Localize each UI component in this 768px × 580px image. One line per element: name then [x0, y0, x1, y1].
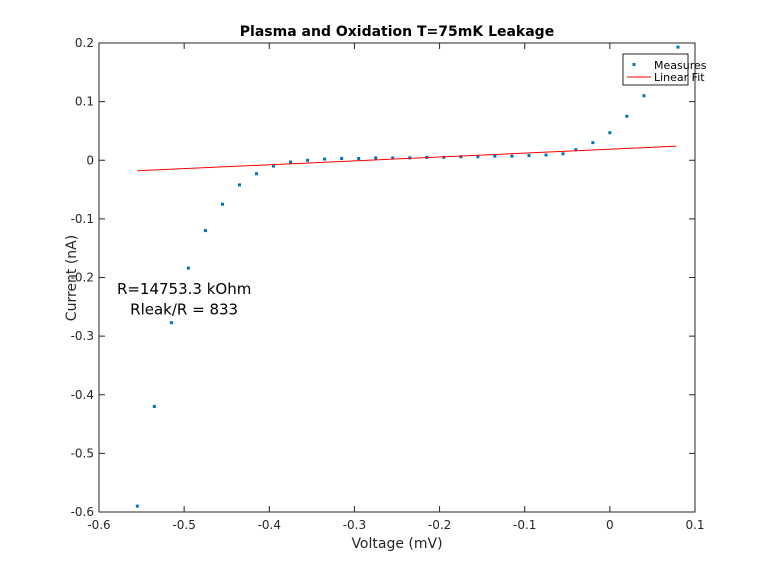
data-point	[391, 156, 395, 160]
data-point	[608, 131, 612, 135]
y-tick-label: -0.2	[71, 271, 94, 285]
data-point	[289, 160, 293, 164]
x-tick-label: -0.4	[258, 518, 281, 532]
data-point	[374, 156, 378, 160]
legend-label-measures: Measures	[654, 59, 707, 72]
data-point	[591, 141, 595, 145]
x-tick-label: -0.6	[87, 518, 110, 532]
data-point	[357, 156, 361, 160]
annotation-text: Rleak/R = 833	[130, 300, 238, 318]
x-tick-labels: -0.6 -0.5 -0.4 -0.3 -0.2 -0.1 0 0.1	[87, 518, 704, 532]
y-tick-label: 0.2	[75, 36, 94, 50]
data-point	[544, 153, 548, 157]
data-point	[272, 164, 276, 168]
y-tick-label: -0.1	[71, 212, 94, 226]
x-tick-label: -0.2	[428, 518, 451, 532]
data-point	[574, 148, 578, 152]
data-point	[323, 157, 327, 161]
data-point	[527, 154, 531, 158]
y-tick-label: -0.4	[71, 388, 94, 402]
plot-area	[98, 42, 696, 513]
y-tick-label: -0.5	[71, 446, 94, 460]
y-tick-label: -0.3	[71, 329, 94, 343]
y-tick-label: 0.1	[75, 95, 94, 109]
data-point	[459, 155, 463, 159]
data-point	[442, 155, 446, 159]
chart-title: Plasma and Oxidation T=75mK Leakage	[240, 24, 554, 40]
y-axis-label: Current (nA)	[64, 235, 80, 321]
legend-label-linear-fit: Linear Fit	[654, 71, 705, 84]
data-point	[152, 404, 156, 408]
annotations: R=14753.3 kOhm Rleak/R = 833	[117, 280, 251, 319]
x-tick-label: 0	[606, 518, 614, 532]
data-point	[186, 266, 190, 270]
data-point	[676, 45, 680, 49]
data-point	[642, 94, 646, 98]
data-point	[510, 154, 514, 158]
data-point	[306, 158, 310, 162]
data-point	[476, 155, 480, 159]
linear-fit-line	[137, 145, 677, 172]
data-point	[625, 114, 629, 118]
legend-marker-measures	[632, 63, 636, 66]
x-axis-label: Voltage (mV)	[351, 536, 442, 552]
annotation-text: R=14753.3 kOhm	[117, 280, 251, 298]
legend: Measures Linear Fit	[622, 53, 707, 86]
data-point	[255, 172, 259, 176]
x-tick-label: -0.5	[172, 518, 195, 532]
tick-group	[98, 42, 696, 513]
y-tick-label: -0.6	[71, 505, 94, 519]
x-tick-label: -0.3	[343, 518, 366, 532]
data-point	[203, 229, 207, 233]
data-point	[135, 504, 139, 508]
series-layer	[135, 45, 680, 508]
legend-box	[622, 53, 689, 86]
y-tick-label: 0	[86, 153, 94, 167]
data-point	[493, 154, 497, 158]
data-point	[169, 321, 173, 325]
data-point	[561, 152, 565, 156]
data-point	[220, 202, 224, 206]
x-tick-label: -0.1	[513, 518, 536, 532]
data-point	[237, 183, 241, 187]
x-tick-label: 0.1	[685, 518, 704, 532]
data-point	[340, 156, 344, 160]
y-tick-labels: -0.6 -0.5 -0.4 -0.3 -0.2 -0.1 0 0.1 0.2	[71, 36, 94, 519]
